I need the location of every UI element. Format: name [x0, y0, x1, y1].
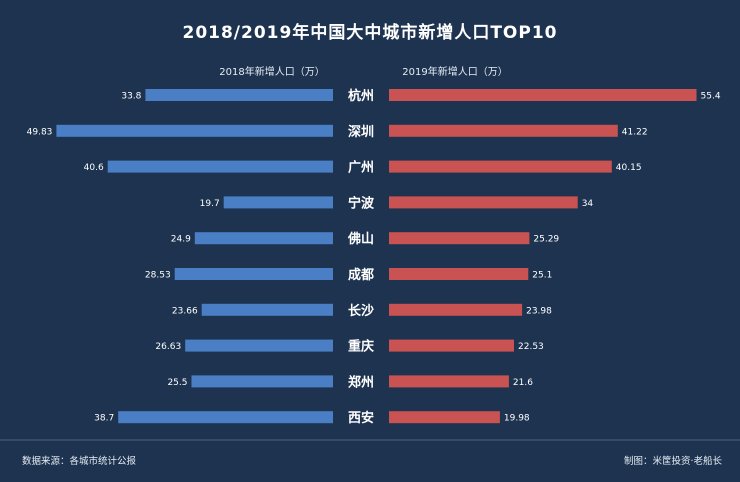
- chart-credit: 制图：米筐投资·老船长: [624, 455, 723, 467]
- bar-2018-2: [56, 124, 334, 137]
- bar-2018-1: [145, 89, 333, 101]
- value-label-2019-10: 19.98: [504, 414, 530, 424]
- bar-2019-2: [389, 124, 618, 137]
- value-label-2019-3: 40.15: [616, 163, 642, 173]
- bar-2018-8: [185, 339, 333, 352]
- value-label-2018-1: 33.8: [121, 92, 141, 102]
- bar-2019-5: [389, 232, 530, 245]
- value-label-2019-5: 25.29: [533, 235, 559, 245]
- bar-2019-7: [389, 303, 523, 316]
- city-label-9: 郑州: [348, 374, 374, 390]
- city-label-3: 广州: [348, 160, 374, 176]
- city-label-4: 宁波: [348, 195, 375, 211]
- value-label-2019-4: 34: [582, 199, 594, 209]
- bar-2019-1: [389, 89, 697, 101]
- value-label-2018-8: 26.63: [155, 342, 181, 352]
- bar-2019-9: [389, 375, 509, 388]
- bar-2019-3: [389, 160, 612, 173]
- bar-2018-3: [107, 160, 333, 173]
- series-label-2019: 2019年新增人口（万）: [402, 65, 507, 78]
- value-label-2019-6: 25.1: [532, 271, 552, 281]
- value-label-2019-8: 22.53: [518, 342, 544, 352]
- value-label-2018-9: 25.5: [167, 378, 187, 388]
- value-label-2018-3: 40.6: [84, 163, 104, 173]
- value-label-2019-1: 55.4: [701, 92, 721, 102]
- series-label-2018: 2018年新增人口（万）: [219, 65, 324, 78]
- value-label-2018-7: 23.66: [172, 306, 198, 316]
- bar-2019-6: [389, 268, 529, 280]
- value-label-2019-2: 41.22: [622, 127, 648, 137]
- city-label-6: 成都: [348, 267, 374, 283]
- bar-2018-4: [223, 196, 333, 209]
- bar-2018-5: [194, 232, 333, 245]
- value-label-2018-2: 49.83: [27, 127, 53, 137]
- bar-2018-9: [191, 375, 333, 388]
- bars-group: 33.8 杭州 55.4 49.83 深圳 41.22 40.6 广州 40.15 19.7 宁波 3…: [27, 88, 721, 426]
- value-label-2018-5: 24.9: [171, 235, 191, 245]
- city-label-1: 杭州: [348, 88, 374, 104]
- bar-2018-7: [201, 303, 333, 316]
- bar-2018-10: [118, 411, 333, 424]
- value-label-2019-9: 21.6: [513, 378, 533, 388]
- city-label-7: 长沙: [348, 303, 374, 319]
- bar-2019-10: [389, 411, 500, 424]
- data-source: 数据来源：各城市统计公报: [22, 455, 137, 467]
- city-label-5: 佛山: [347, 231, 374, 247]
- value-label-2018-6: 28.53: [145, 271, 171, 281]
- city-label-10: 西安: [348, 410, 374, 426]
- value-label-2018-4: 19.7: [200, 199, 220, 209]
- city-label-2: 深圳: [348, 124, 374, 140]
- bar-2019-4: [389, 196, 578, 209]
- bar-2019-8: [389, 339, 514, 352]
- chart-title: 2018/2019年中国大中城市新增人口TOP10: [182, 22, 557, 43]
- value-label-2019-7: 23.98: [526, 306, 552, 316]
- value-label-2018-10: 38.7: [94, 414, 114, 424]
- bar-2018-6: [174, 268, 333, 280]
- city-label-8: 重庆: [348, 339, 374, 355]
